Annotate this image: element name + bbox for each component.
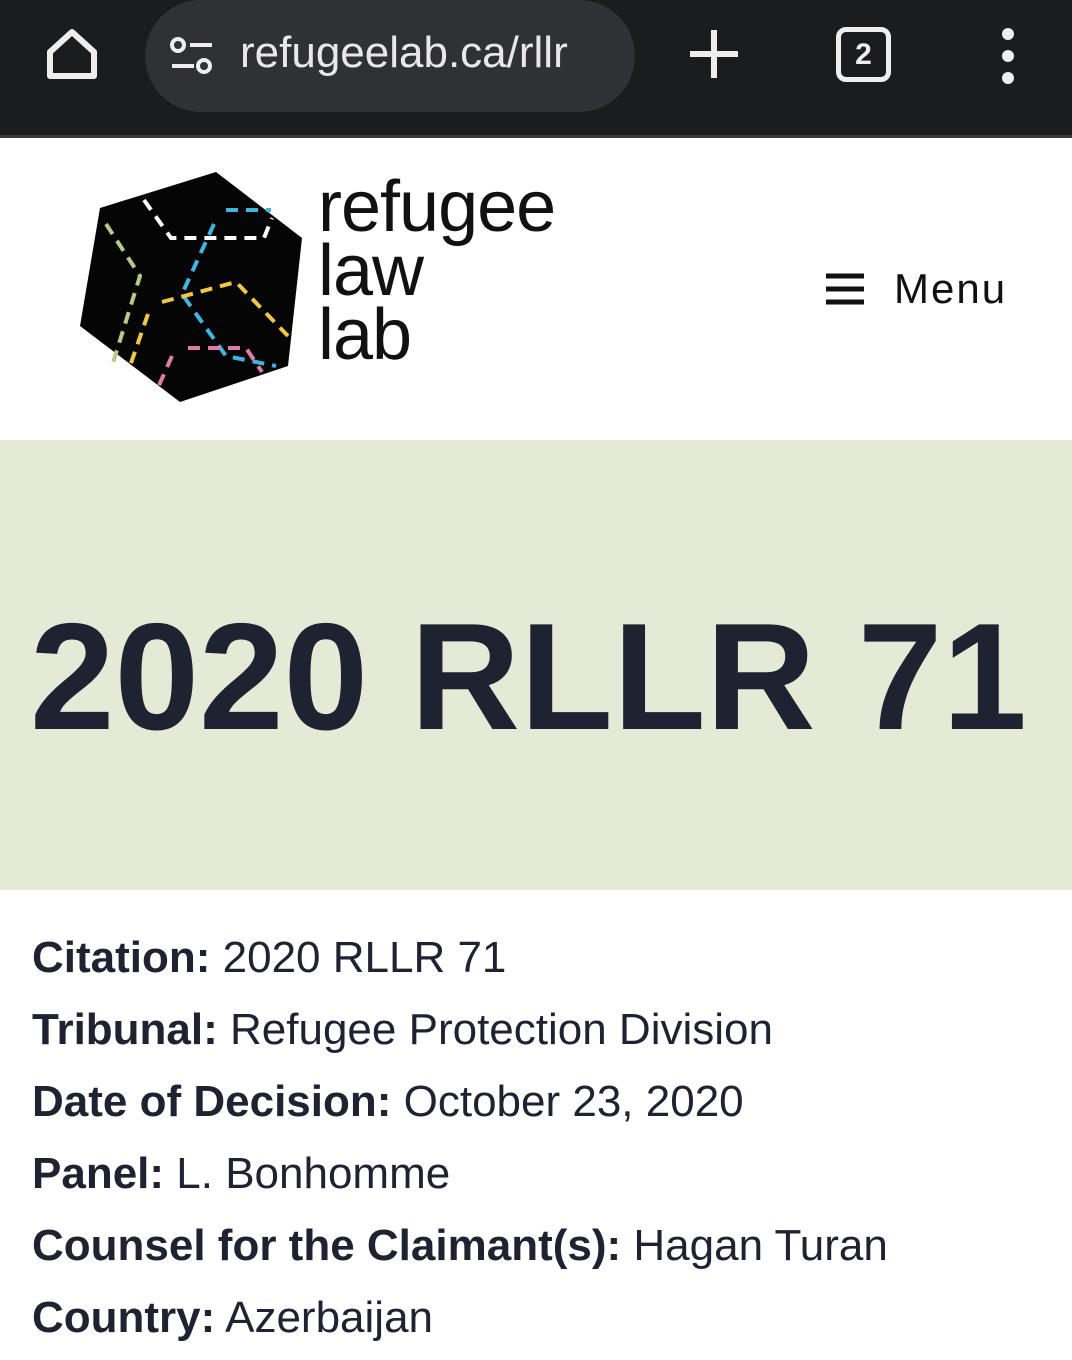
citation-row: Citation: 2020 RLLR 71: [32, 928, 1062, 1000]
address-bar[interactable]: [145, 0, 635, 112]
field-value: L. Bonhomme: [176, 1149, 451, 1198]
new-tab-icon[interactable]: [688, 28, 740, 80]
field-label: Citation:: [32, 933, 211, 982]
page-title: 2020 RLLR 71: [30, 592, 1027, 762]
field-label: Date of Decision:: [32, 1077, 392, 1126]
site-settings-icon[interactable]: [168, 36, 216, 76]
hamburger-icon: [826, 273, 864, 305]
title-banner: 2020 RLLR 71: [0, 440, 1072, 890]
menu-button[interactable]: Menu: [826, 265, 1007, 313]
field-value: October 23, 2020: [403, 1077, 744, 1126]
counsel-row: Counsel for the Claimant(s): Hagan Turan: [32, 1216, 1062, 1288]
field-value: 2020 RLLR 71: [222, 933, 507, 982]
wordmark-line: lab: [318, 295, 412, 375]
field-label: Tribunal:: [32, 1005, 218, 1054]
field-label: Counsel for the Claimant(s):: [32, 1221, 622, 1270]
field-value: Refugee Protection Division: [230, 1005, 773, 1054]
site-header: refugee law lab Menu: [0, 141, 1072, 440]
tab-switcher-button[interactable]: 2: [836, 27, 891, 82]
country-row: Country: Azerbaijan: [32, 1288, 1062, 1360]
site-wordmark[interactable]: refugee law lab: [318, 167, 556, 375]
decision-metadata: Citation: 2020 RLLR 71 Tribunal: Refugee…: [32, 928, 1062, 1360]
date-row: Date of Decision: October 23, 2020: [32, 1072, 1062, 1144]
field-value: Azerbaijan: [225, 1293, 434, 1342]
refugee-law-lab-logo[interactable]: [76, 166, 308, 406]
url-text[interactable]: refugeelab.ca/rllr: [240, 28, 568, 77]
tribunal-row: Tribunal: Refugee Protection Division: [32, 1000, 1062, 1072]
more-options-icon[interactable]: [996, 26, 1020, 86]
field-label: Country:: [32, 1293, 216, 1342]
field-value: Hagan Turan: [633, 1221, 888, 1270]
menu-label: Menu: [894, 265, 1008, 312]
wordmark-line: refugee: [318, 167, 556, 247]
home-icon[interactable]: [42, 24, 102, 84]
browser-toolbar: refugeelab.ca/rllr 2: [0, 0, 1072, 138]
panel-row: Panel: L. Bonhomme: [32, 1144, 1062, 1216]
field-label: Panel:: [32, 1149, 165, 1198]
wordmark-line: law: [318, 231, 424, 311]
